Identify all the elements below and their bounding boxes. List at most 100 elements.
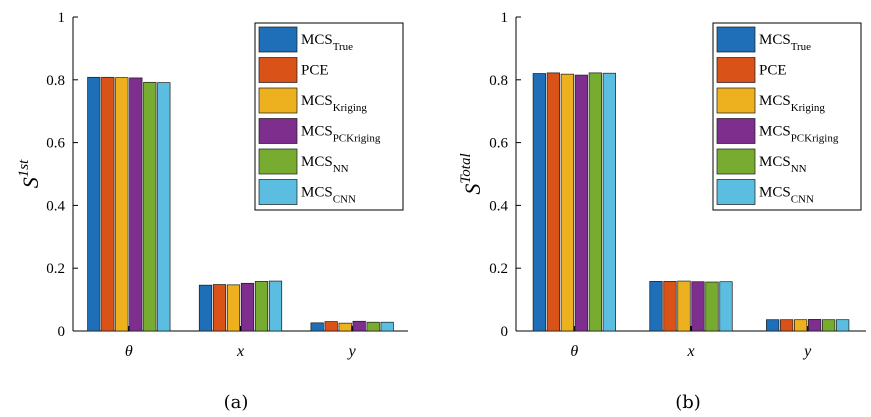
bar-pce-0 [546,72,560,332]
bar-mcs-true-1 [649,281,663,332]
bar-mcs-true-2 [310,322,324,332]
legend-label-main: MCS [759,93,791,109]
legend-label: MCSNN [759,154,807,175]
legend-label: MCSKriging [301,93,367,114]
bar-mcs-pckriging-1 [691,281,705,332]
bar-mcs-true-2 [766,319,780,332]
bar-mcs-nn-0 [143,81,157,332]
legend-label-subscript: CNN [791,194,814,206]
legend-swatch [716,118,756,144]
bar-mcs-kriging-1 [677,280,691,332]
legend-swatch [716,87,756,114]
legend-label-main: PCE [301,63,329,79]
x-tick-label: x [236,343,244,360]
legend-swatch [258,179,298,205]
legend-swatch [258,57,298,83]
legend-label-subscript: Kriging [333,102,368,114]
legend-label: MCSKriging [759,93,825,114]
legend-swatch [258,148,298,175]
bar-mcs-pckriging-1 [240,282,255,332]
legend-label-subscript: NN [333,163,349,175]
y-axis-label: S1st [16,159,43,188]
legend-label-main: MCS [301,154,333,170]
bar-mcs-kriging-0 [560,73,574,332]
legend-swatch [258,118,298,144]
x-tick-label: θ [570,343,578,360]
bar-mcs-pckriging-2 [352,320,366,332]
legend-label-main: MCS [301,93,333,109]
y-axis-label-superscript: Total [458,153,474,183]
legend-label: MCSCNN [759,185,814,206]
legend-swatch [716,57,756,83]
bar-pce-2 [780,319,794,332]
legend-label-subscript: True [333,41,353,53]
bar-mcs-nn-1 [254,281,269,332]
y-tick-label: 0.2 [489,261,508,277]
y-tick-label: 0.8 [489,73,508,89]
bar-pce-1 [212,284,227,332]
y-axis-label-main: S [460,184,485,195]
x-tick-label: y [802,343,812,360]
x-tick-label: y [347,343,357,360]
bar-mcs-kriging-2 [338,322,352,332]
legend-label: MCSPCKriging [759,124,839,145]
legend-label-subscript: PCKriging [791,133,839,145]
bar-mcs-nn-2 [366,321,380,332]
legend-swatch [716,148,756,175]
legend-label-subscript: CNN [333,194,356,206]
y-tick-label: 0.4 [489,198,508,214]
legend-label: MCSTrue [301,32,353,53]
y-axis-label: STotal [458,153,485,194]
legend-label-subscript: True [791,41,811,53]
bar-mcs-true-1 [198,284,213,332]
y-axis-label-superscript: 1st [16,159,32,177]
legend-swatch [258,87,298,114]
legend-swatch [716,26,756,53]
y-tick-label: 1 [58,10,66,26]
legend: MCSTruePCEMCSKrigingMCSPCKrigingMCSNNMCS… [254,22,404,211]
x-tick-label: x [686,343,694,360]
legend-box [712,22,862,211]
y-tick-label: 0 [58,324,66,340]
bar-pce-0 [101,76,115,332]
legend-label: MCSCNN [301,185,356,206]
panel-caption: (a) [224,392,249,413]
legend-label-main: MCS [759,32,791,48]
legend-swatch [258,26,298,53]
legend-label-subscript: Kriging [791,102,826,114]
bar-mcs-true-0 [87,76,101,332]
legend-label-main: MCS [759,185,791,201]
y-tick-label: 1 [501,10,509,26]
bar-mcs-cnn-2 [836,319,850,332]
legend-label: MCSPCKriging [301,124,381,145]
y-tick-label: 0.8 [46,73,65,89]
legend-box [254,22,404,211]
legend-swatch [716,179,756,205]
bar-mcs-kriging-1 [226,284,241,332]
x-tick-label: θ [125,343,133,360]
bar-mcs-true-0 [532,73,546,332]
bar-mcs-cnn-0 [602,72,616,332]
bar-mcs-cnn-1 [268,280,283,332]
legend-label-main: PCE [759,63,787,79]
y-axis-label-main: S [18,177,43,188]
legend-label-subscript: NN [791,163,807,175]
legend-label-main: MCS [759,124,791,140]
legend-label-subscript: PCKriging [333,133,381,145]
bar-mcs-cnn-0 [157,82,171,332]
bar-pce-2 [324,321,338,332]
legend-label: PCE [301,63,329,79]
y-tick-label: 0 [501,324,509,340]
bar-mcs-kriging-0 [115,77,129,332]
bar-mcs-pckriging-0 [129,77,143,332]
bar-mcs-pckriging-0 [574,74,588,332]
legend: MCSTruePCEMCSKrigingMCSPCKrigingMCSNNMCS… [712,22,862,211]
bar-mcs-nn-1 [705,281,719,332]
y-tick-label: 0.6 [489,136,508,152]
legend-label-main: MCS [301,185,333,201]
bar-mcs-nn-0 [588,72,602,332]
legend-label-main: MCS [301,32,333,48]
